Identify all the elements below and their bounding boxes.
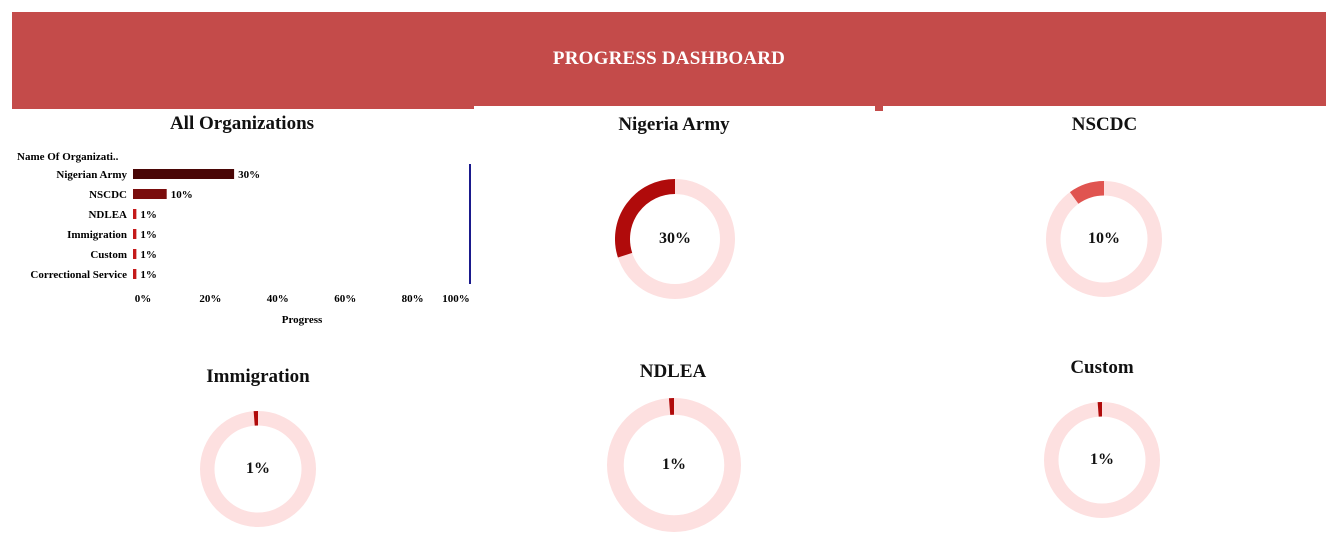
donut-immigration: 1% <box>200 411 316 527</box>
donut-nigeria-army: 30% <box>615 179 735 299</box>
donut-label-ndlea: 1% <box>662 456 686 473</box>
bar <box>133 169 235 179</box>
bar-value-label: 1% <box>140 249 157 261</box>
banner-tab-left <box>12 106 474 109</box>
donut-title-nscdc: NSCDC <box>1071 114 1138 135</box>
donut-custom: 1% <box>1044 402 1160 518</box>
bar-chart-title: All Organizations <box>169 113 315 134</box>
bar <box>133 209 137 219</box>
bar <box>133 229 137 239</box>
donut-segment <box>1069 181 1105 205</box>
bar-value-label: 1% <box>140 229 157 241</box>
donut-title-nigeria-army: Nigeria Army <box>618 114 730 135</box>
donut-title-custom: Custom <box>1070 357 1134 378</box>
x-tick-label: 20% <box>199 293 221 305</box>
x-tick-label: 60% <box>334 293 356 305</box>
category-label: NDLEA <box>88 209 127 221</box>
category-label: Immigration <box>67 229 127 241</box>
bar <box>133 189 167 199</box>
donut-title-ndlea: NDLEA <box>639 361 707 382</box>
category-label: Custom <box>90 249 127 261</box>
bar <box>133 269 137 279</box>
bar-value-label: 10% <box>171 189 193 201</box>
category-label: NSCDC <box>89 189 127 201</box>
bar <box>133 249 137 259</box>
donut-label-nscdc: 10% <box>1088 230 1120 247</box>
bar-value-label: 1% <box>140 209 157 221</box>
category-label: Correctional Service <box>30 269 127 281</box>
bar-value-label: 30% <box>238 169 260 181</box>
x-axis-label: Progress <box>282 314 323 326</box>
bar-value-label: 1% <box>140 269 157 281</box>
donut-ndlea: 1% <box>607 398 741 532</box>
x-tick-label: 80% <box>402 293 424 305</box>
y-axis-label: Name Of Organizati.. <box>17 151 119 163</box>
donut-label-immigration: 1% <box>246 460 270 477</box>
donut-nscdc: 10% <box>1046 181 1162 297</box>
donut-label-nigeria-army: 30% <box>659 230 691 247</box>
x-tick-label: 100% <box>442 293 470 305</box>
bar-chart: Name Of Organizati.. Nigerian Army 30% NSCD… <box>17 151 471 326</box>
donut-segment <box>615 179 676 258</box>
x-tick-label: 0% <box>135 293 152 305</box>
header-banner: PROGRESS DASHBOARD <box>12 12 1326 106</box>
dashboard-title: PROGRESS DASHBOARD <box>552 48 786 69</box>
category-label: Nigerian Army <box>56 169 127 181</box>
donut-title-immigration: Immigration <box>206 366 310 387</box>
banner-tab-right <box>875 106 883 111</box>
donut-label-custom: 1% <box>1090 451 1114 468</box>
x-tick-label: 40% <box>267 293 289 305</box>
